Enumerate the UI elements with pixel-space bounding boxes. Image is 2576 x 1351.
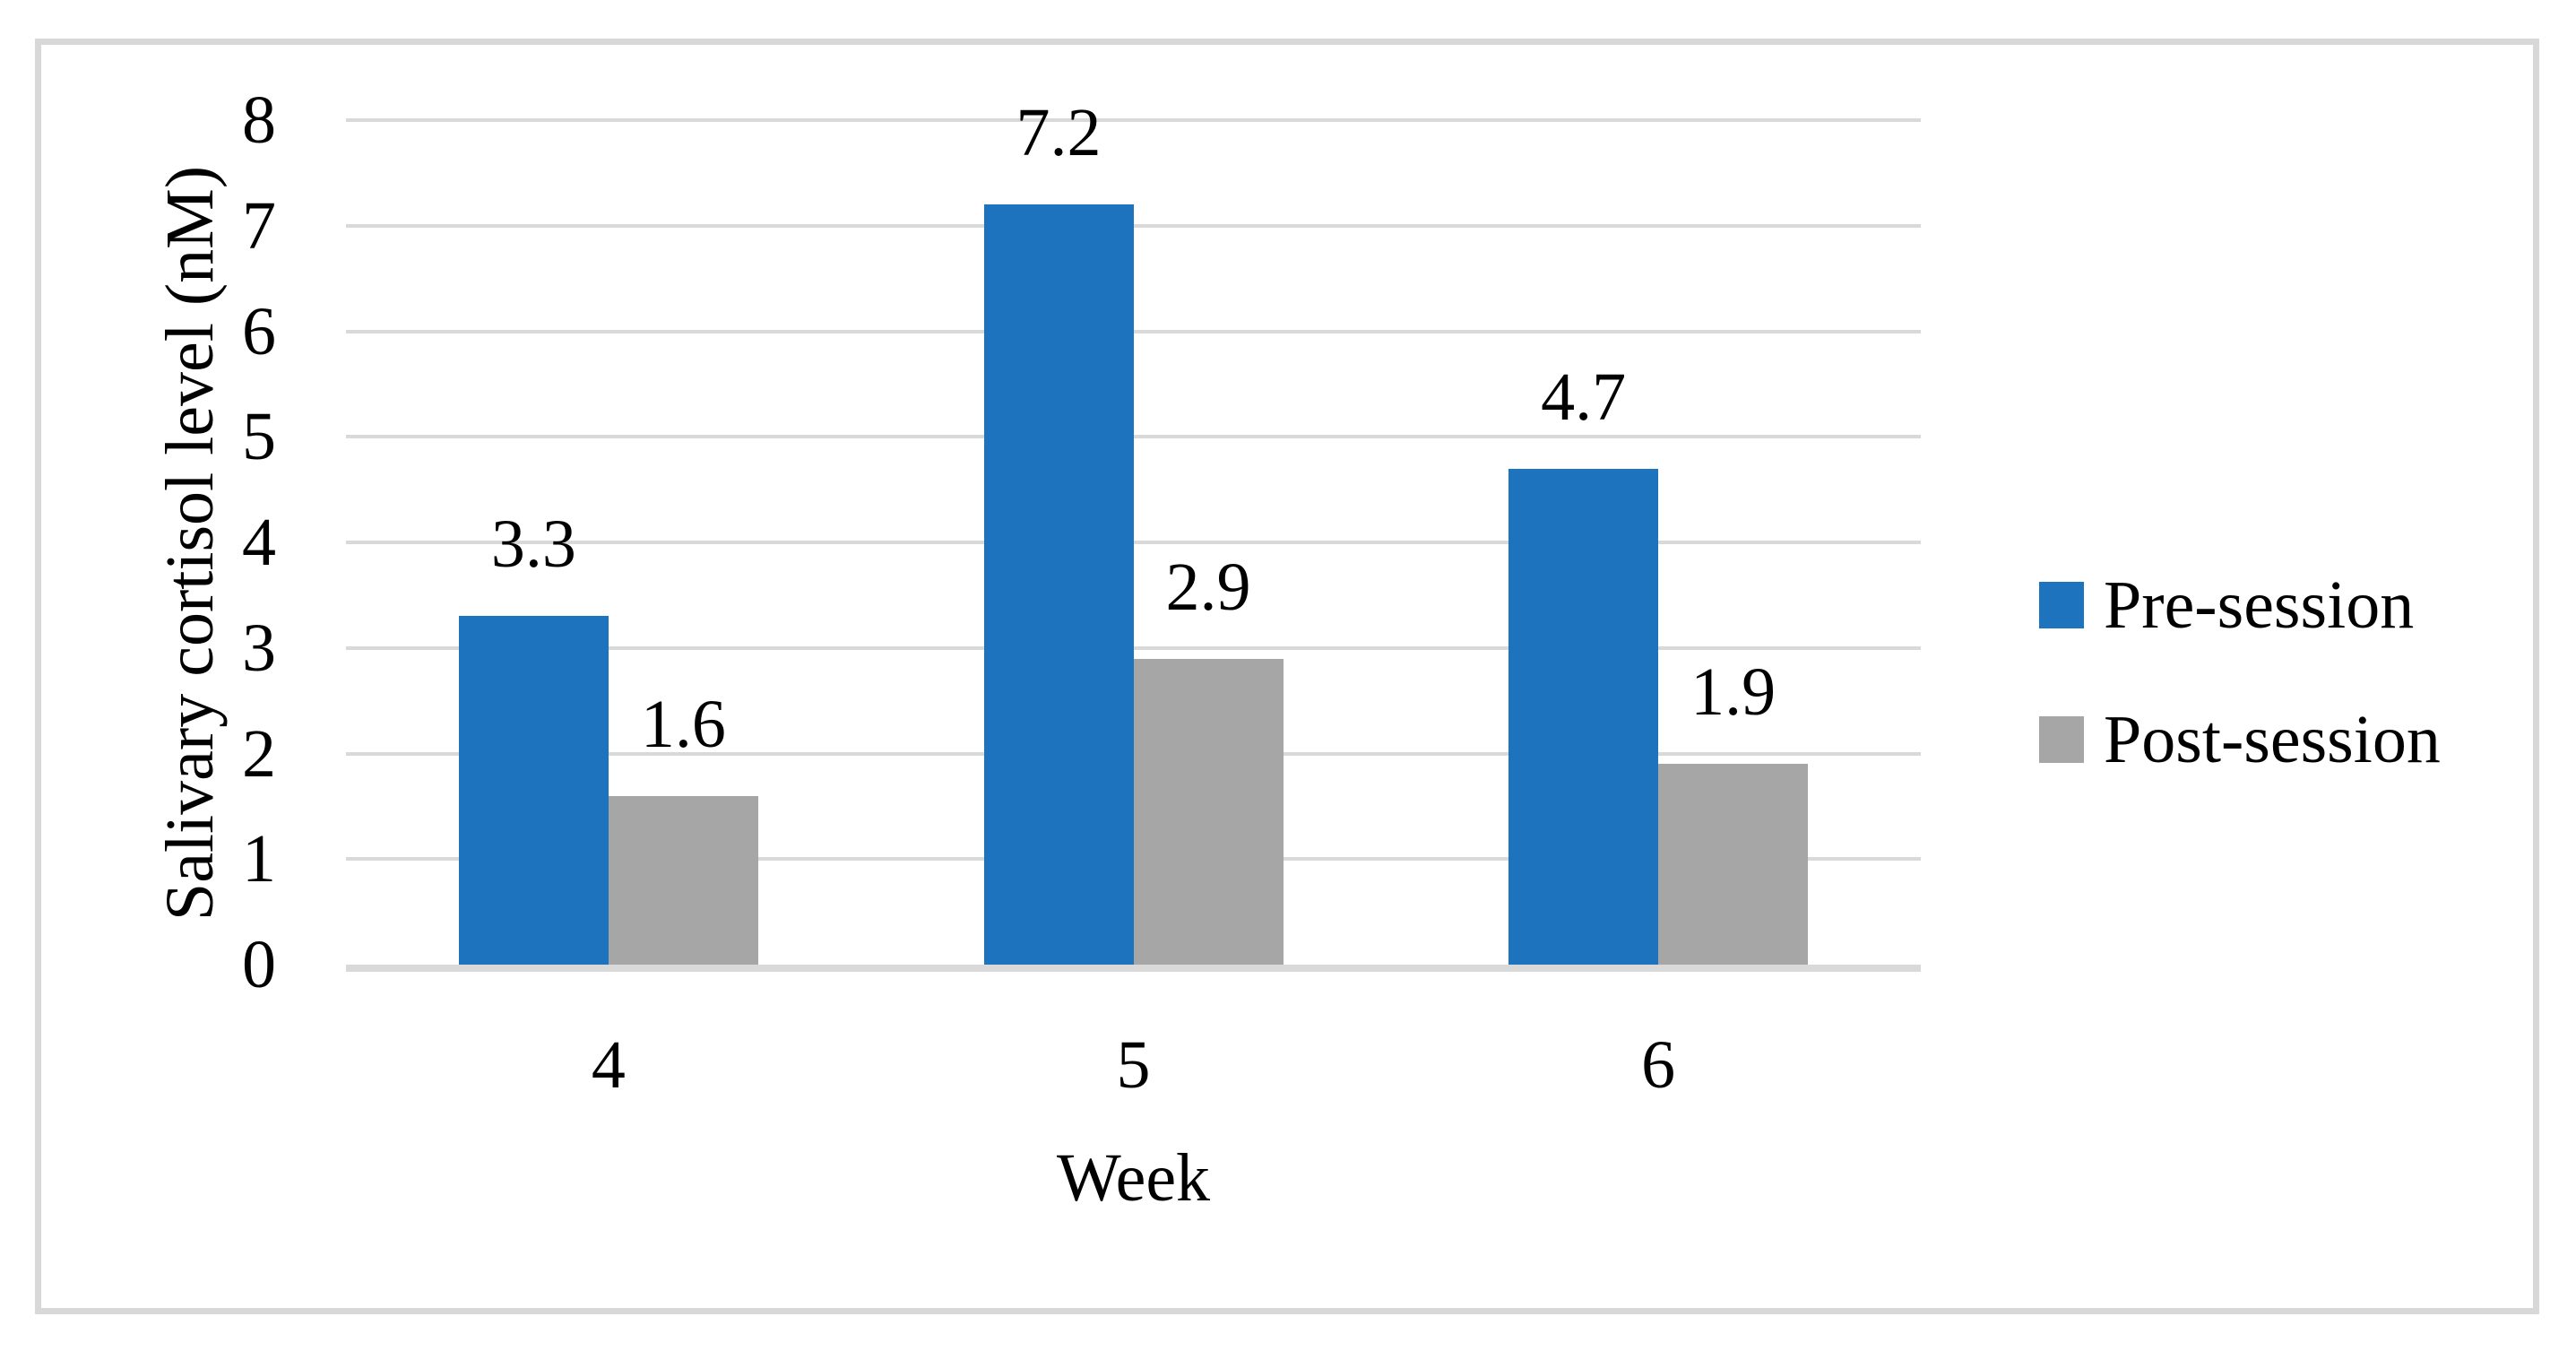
legend-item-post-session: Post-session bbox=[2039, 706, 2441, 774]
gridline-5 bbox=[346, 435, 1921, 439]
y-tick-label-4: 4 bbox=[242, 505, 276, 580]
y-tick-label-6: 6 bbox=[242, 293, 276, 369]
data-label-pre-session-week-5: 7.2 bbox=[1016, 95, 1102, 171]
data-label-pre-session-week-6: 4.7 bbox=[1541, 359, 1627, 435]
data-label-post-session-week-6: 1.9 bbox=[1690, 654, 1776, 731]
bar-pre-session-week-5 bbox=[983, 204, 1134, 965]
y-tick-label-5: 5 bbox=[242, 399, 276, 475]
data-label-post-session-week-4: 1.6 bbox=[640, 686, 726, 762]
legend-item-pre-session: Pre-session bbox=[2039, 571, 2414, 639]
y-tick-label-8: 8 bbox=[242, 82, 276, 158]
bar-post-session-week-4 bbox=[608, 795, 758, 965]
data-label-post-session-week-5: 2.9 bbox=[1165, 549, 1251, 625]
data-label-pre-session-week-4: 3.3 bbox=[490, 507, 576, 583]
legend-label-pre-session: Pre-session bbox=[2104, 567, 2415, 643]
gridline-6 bbox=[346, 329, 1921, 333]
bar-post-session-week-5 bbox=[1133, 658, 1284, 965]
y-tick-label-3: 3 bbox=[242, 610, 276, 686]
bar-pre-session-week-4 bbox=[458, 616, 609, 965]
x-tick-label-4: 4 bbox=[591, 1027, 626, 1103]
legend: Pre-session Post-session bbox=[2039, 0, 2541, 1351]
x-axis-line bbox=[346, 965, 1921, 972]
gridline-3 bbox=[346, 645, 1921, 650]
x-tick-label-5: 5 bbox=[1116, 1027, 1151, 1103]
legend-swatch-pre-session bbox=[2039, 582, 2084, 628]
y-axis-title: Salivary cortisol level (nM) bbox=[152, 165, 228, 922]
y-tick-label-2: 2 bbox=[242, 715, 276, 792]
x-axis-title: Week bbox=[1056, 1140, 1211, 1216]
y-tick-label-0: 0 bbox=[242, 927, 276, 1002]
chart-border-frame bbox=[35, 39, 2539, 1314]
legend-swatch-post-session bbox=[2039, 716, 2084, 763]
x-tick-label-6: 6 bbox=[1641, 1027, 1676, 1103]
gridline-7 bbox=[346, 223, 1921, 228]
y-tick-label-1: 1 bbox=[242, 821, 276, 897]
bar-post-session-week-6 bbox=[1658, 764, 1809, 965]
gridline-8 bbox=[346, 118, 1921, 122]
y-tick-label-7: 7 bbox=[242, 187, 276, 264]
bar-pre-session-week-6 bbox=[1508, 468, 1659, 965]
legend-label-post-session: Post-session bbox=[2104, 702, 2441, 777]
gridline-4 bbox=[346, 541, 1921, 544]
